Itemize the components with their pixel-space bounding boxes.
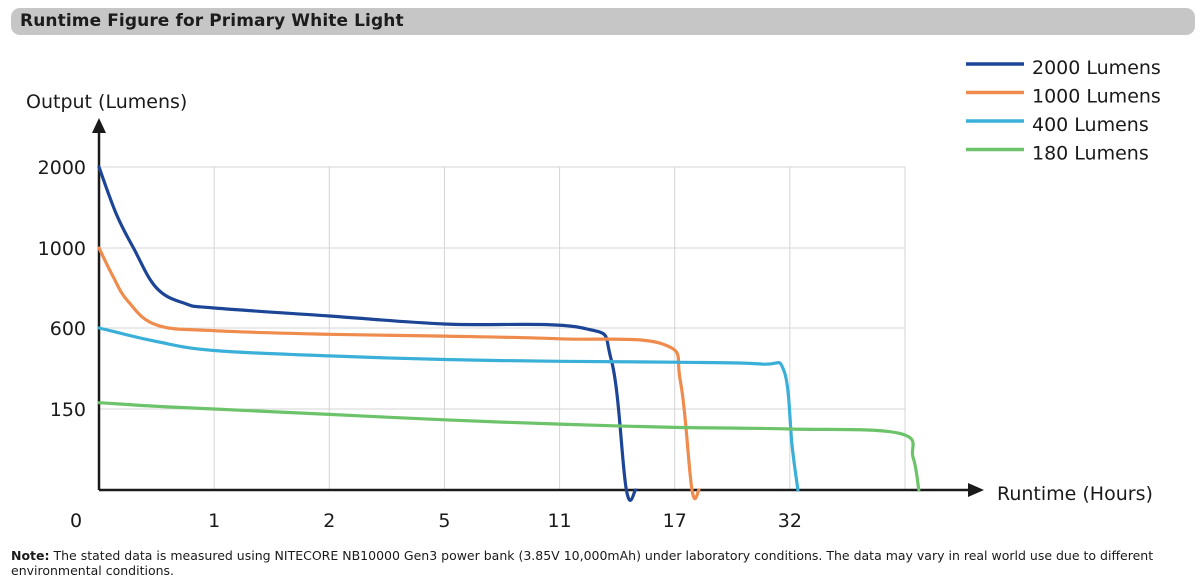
series-line-2000 (97, 165, 638, 502)
legend: 2000 Lumens 1000 Lumens 400 Lumens 180 Lume… (966, 57, 1161, 165)
chart-title: Runtime Figure for Primary White Light (20, 11, 404, 31)
y-tick-label: 600 (50, 318, 86, 340)
series-line-400 (97, 326, 800, 492)
title-bar: Runtime Figure for Primary White Light (11, 8, 1195, 35)
note-label: Note: (11, 548, 50, 563)
series-lines (97, 165, 921, 502)
tick-labels: 150 600 1000 2000 0 1 2 5 11 17 32 (38, 157, 802, 532)
x-tick-label: 17 (663, 510, 687, 532)
legend-label-1000: 1000 Lumens (1032, 86, 1161, 108)
y-axis-label: Output (Lumens) (26, 91, 187, 113)
series-line-180 (97, 401, 921, 492)
series-line-1000 (97, 246, 701, 501)
footnote: Note: The stated data is measured using … (11, 548, 1171, 578)
x-tick-label: 1 (208, 510, 220, 532)
x-tick-label: 2 (323, 510, 335, 532)
x-tick-label: 0 (70, 510, 82, 532)
x-tick-label: 5 (438, 510, 450, 532)
note-text: The stated data is measured using NITECO… (11, 548, 1154, 578)
legend-label-180: 180 Lumens (1032, 143, 1149, 165)
y-tick-label: 2000 (38, 157, 86, 179)
legend-label-400: 400 Lumens (1032, 114, 1149, 136)
y-tick-label: 1000 (38, 238, 86, 260)
legend-label-2000: 2000 Lumens (1032, 57, 1161, 79)
runtime-chart: Output (Lumens)Runtime (Hours) 150600100… (26, 57, 1161, 532)
y-axis-arrow (92, 118, 106, 133)
grid (99, 166, 906, 490)
x-axis-label: Runtime (Hours) (997, 483, 1153, 505)
x-tick-label: 11 (547, 510, 571, 532)
axes: Output (Lumens) Runtime (Hours) (26, 91, 1153, 505)
x-tick-label: 32 (778, 510, 802, 532)
x-axis-arrow (968, 483, 984, 497)
y-tick-label: 150 (50, 399, 86, 421)
